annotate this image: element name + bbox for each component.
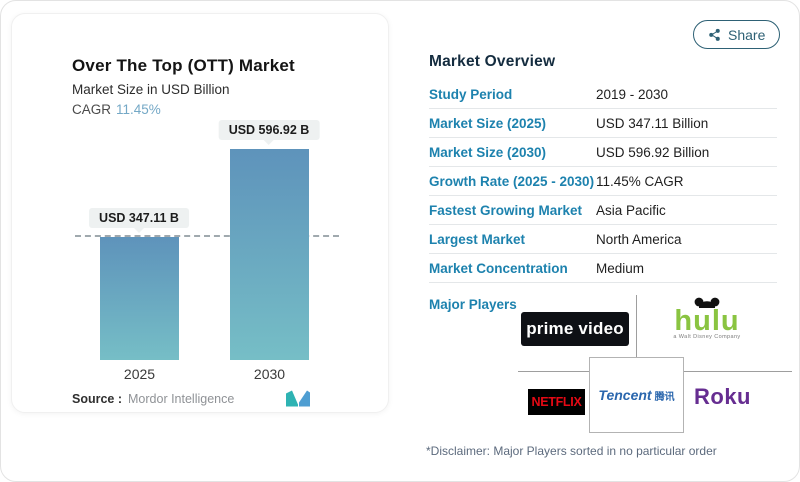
reference-line <box>75 235 339 237</box>
chart-cagr: CAGR 11.45% <box>72 102 161 117</box>
roku-logo: Roku <box>694 384 751 409</box>
row-label: Market Size (2025) <box>429 115 547 131</box>
share-button-label: Share <box>728 26 766 43</box>
tencent-logo-box: Tencent 腾讯 <box>589 357 684 433</box>
row-value: 2019 - 2030 <box>596 86 669 102</box>
connector-line-left <box>518 371 589 372</box>
row-value: USD 596.92 Billion <box>596 144 710 160</box>
hulu-logo: hulu a Walt Disney Company <box>649 297 765 340</box>
connector-line-right <box>684 371 792 372</box>
bar-2025 <box>100 237 179 360</box>
row-value: USD 347.11 Billion <box>596 115 709 131</box>
cagr-label: CAGR <box>72 102 112 117</box>
row-value: North America <box>596 231 682 247</box>
market-overview-heading: Market Overview <box>429 53 556 70</box>
hulu-tagline: a Walt Disney Company <box>673 334 741 340</box>
cagr-value: 11.45% <box>116 102 161 117</box>
tencent-wordmark: Tencent <box>598 387 652 403</box>
table-row-fastest-growing-market: Fastest Growing Market Asia Pacific <box>429 196 777 225</box>
chart-title: Over The Top (OTT) Market <box>72 56 295 75</box>
table-row-largest-market: Largest Market North America <box>429 225 777 254</box>
x-axis-label-2025: 2025 <box>123 366 156 382</box>
row-label: Market Size (2030) <box>429 144 547 160</box>
major-players-disclaimer: *Disclaimer: Major Players sorted in no … <box>426 444 717 458</box>
row-label: Study Period <box>429 86 513 102</box>
table-row-market-concentration: Market Concentration Medium <box>429 254 777 283</box>
source-attribution: Source : Mordor Intelligence <box>72 392 234 406</box>
row-value: Medium <box>596 260 645 276</box>
row-label: Market Concentration <box>429 260 568 276</box>
table-row-market-size-2025: Market Size (2025) USD 347.11 Billion <box>429 109 777 138</box>
mordor-intelligence-logo-icon <box>286 390 310 407</box>
chart-subtitle: Market Size in USD Billion <box>72 82 230 97</box>
prime-video-logo: prime video <box>521 312 629 346</box>
source-label: Source : <box>72 392 123 406</box>
market-overview-table: Study Period 2019 - 2030 Market Size (20… <box>429 80 777 283</box>
source-value: Mordor Intelligence <box>128 392 235 406</box>
major-players-label: Major Players <box>429 297 517 312</box>
bar-2030 <box>230 149 309 360</box>
bar-chart-plot: USD 347.11 B USD 596.92 B <box>12 14 390 360</box>
share-button[interactable]: Share <box>693 20 781 49</box>
netflix-logo: NETFLIX <box>528 389 585 415</box>
row-label: Growth Rate (2025 - 2030) <box>429 173 595 189</box>
market-size-chart-card: Over The Top (OTT) Market Market Size in… <box>11 13 389 413</box>
connector-line-vertical <box>636 295 637 358</box>
table-row-study-period: Study Period 2019 - 2030 <box>429 80 777 109</box>
x-axis-label-2030: 2030 <box>253 366 286 382</box>
tencent-chinese-wordmark: 腾讯 <box>654 391 675 403</box>
mickey-ears-icon <box>694 297 720 308</box>
bar-label-2030: USD 596.92 B <box>218 120 320 140</box>
share-icon <box>709 28 720 41</box>
hulu-wordmark: hulu <box>674 305 740 337</box>
table-row-market-size-2030: Market Size (2030) USD 596.92 Billion <box>429 138 777 167</box>
row-value: Asia Pacific <box>596 202 666 218</box>
bar-label-2025: USD 347.11 B <box>89 208 189 228</box>
table-row-growth-rate: Growth Rate (2025 - 2030) 11.45% CAGR <box>429 167 777 196</box>
row-value: 11.45% CAGR <box>596 173 684 189</box>
row-label: Largest Market <box>429 231 526 247</box>
row-label: Fastest Growing Market <box>429 202 583 218</box>
